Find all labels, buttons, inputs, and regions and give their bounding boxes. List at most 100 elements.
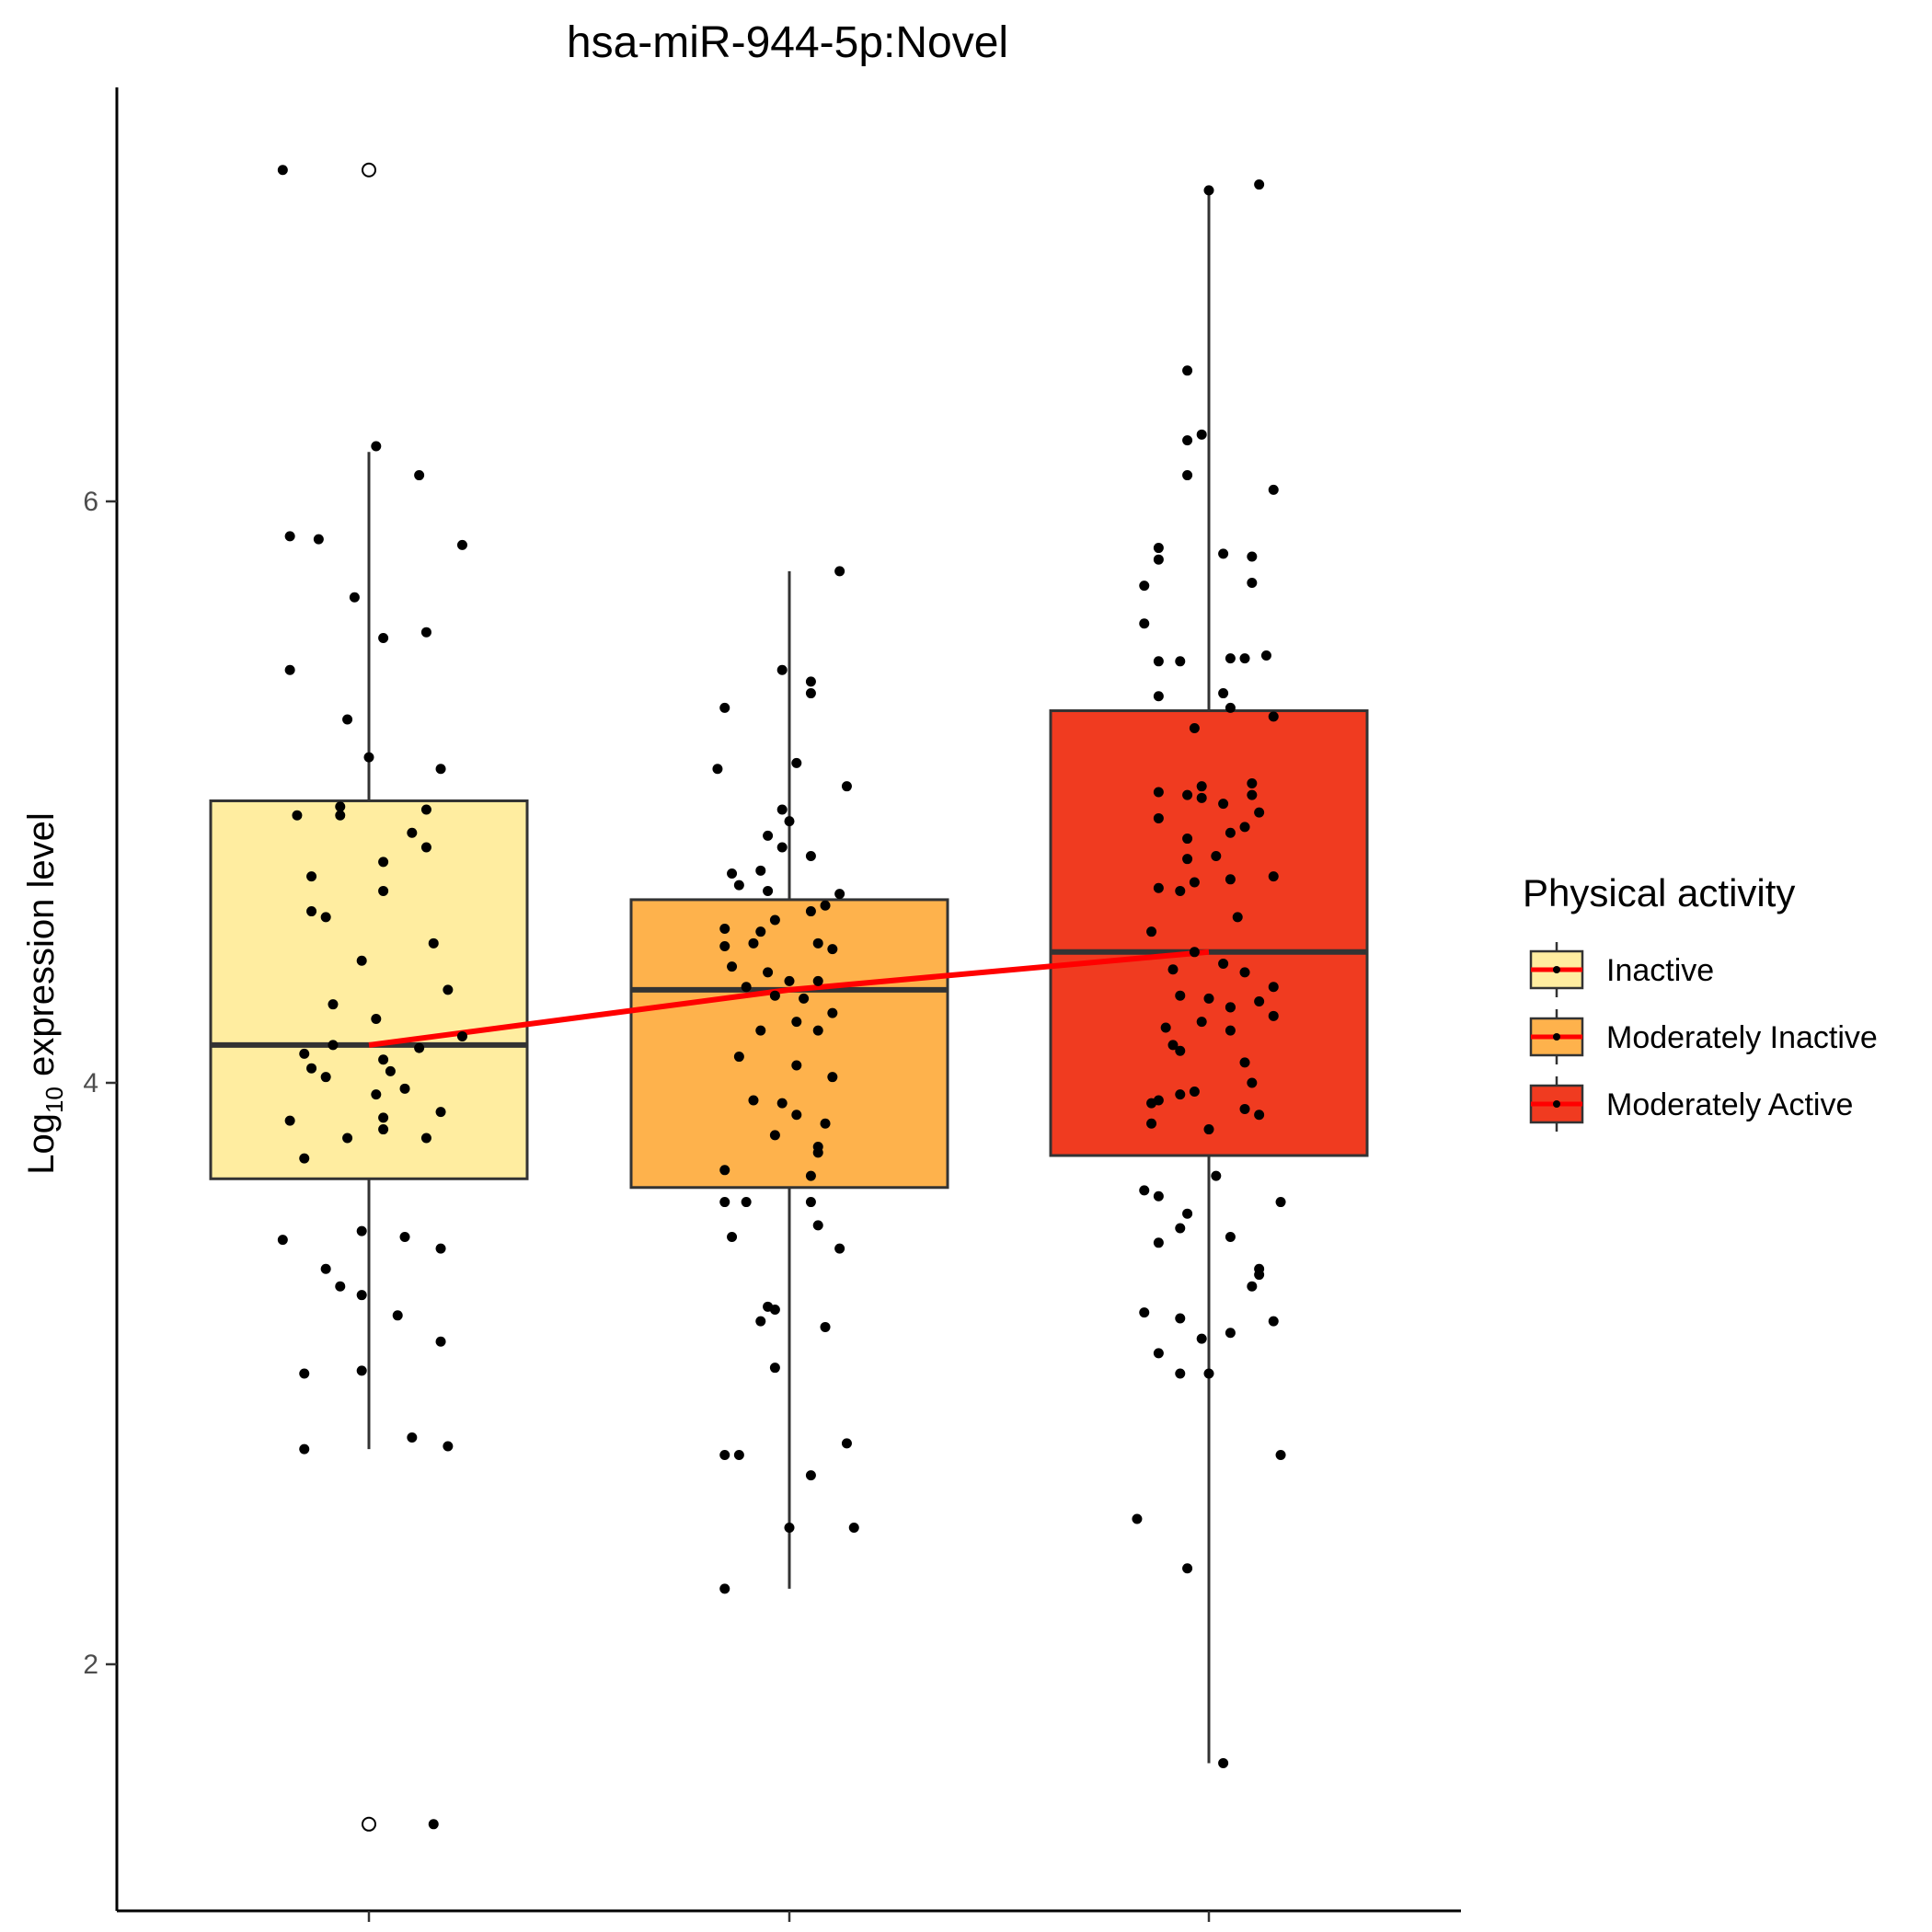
data-point (1196, 792, 1207, 803)
data-point (1146, 926, 1157, 937)
box (1049, 709, 1369, 1157)
legend-label: Moderately Inactive (1606, 1020, 1878, 1055)
data-point (1182, 1208, 1193, 1219)
data-point (1211, 851, 1222, 862)
data-point (1254, 179, 1265, 190)
data-point (306, 871, 317, 882)
data-point (755, 1025, 766, 1036)
data-point (791, 757, 802, 768)
data-point (1139, 1307, 1150, 1318)
data-point (306, 1063, 317, 1074)
x-axis (117, 1909, 1461, 1922)
y-tick-label: 4 (83, 1068, 98, 1098)
data-point (1211, 1170, 1222, 1181)
data-point (1139, 581, 1150, 592)
data-point (1175, 1089, 1186, 1100)
legend-entry: Moderately Inactive (1529, 1009, 1878, 1064)
data-point (769, 1363, 780, 1374)
data-point (1268, 711, 1279, 722)
data-point (443, 984, 454, 995)
data-point (1247, 778, 1258, 789)
data-point (776, 664, 788, 675)
y-axis-title-main: Log (21, 1113, 62, 1175)
data-point (420, 804, 431, 815)
data-point (1225, 1328, 1236, 1339)
data-point (1218, 548, 1229, 559)
data-point (791, 1060, 802, 1071)
data-point (1225, 874, 1236, 885)
data-point (385, 1065, 396, 1076)
data-point (435, 1107, 446, 1118)
data-point (776, 842, 788, 853)
legend-key (1529, 1076, 1584, 1132)
data-point (277, 1235, 288, 1246)
data-point (769, 1304, 780, 1315)
data-point (356, 1225, 367, 1236)
data-point (1153, 1237, 1164, 1248)
data-point (1132, 1513, 1143, 1524)
data-point (428, 1819, 439, 1830)
data-point (719, 924, 730, 935)
data-point (378, 1124, 389, 1135)
data-point (420, 627, 431, 638)
data-point (1153, 543, 1164, 554)
data-point (727, 868, 738, 879)
data-point (1239, 822, 1250, 833)
y-axis-title-subscript: 10 (40, 1087, 68, 1113)
y-tick-label: 2 (83, 1650, 98, 1680)
data-point (812, 975, 823, 986)
data-point (1203, 1368, 1214, 1379)
data-point (1225, 1025, 1236, 1036)
data-point (299, 1153, 310, 1164)
data-point (1153, 691, 1164, 702)
data-point (1247, 551, 1258, 562)
data-point (733, 880, 744, 891)
data-point (320, 1072, 331, 1083)
data-point (1182, 854, 1193, 865)
data-point (1247, 1077, 1258, 1088)
data-point (1268, 484, 1279, 495)
data-point (371, 1089, 382, 1100)
data-point (727, 961, 738, 972)
data-point (741, 982, 752, 993)
data-point (827, 1007, 838, 1018)
data-point (733, 1052, 744, 1063)
data-point (1254, 1270, 1265, 1281)
data-point (456, 539, 467, 550)
data-point (755, 865, 766, 876)
data-point (378, 857, 389, 868)
data-point (1153, 1190, 1164, 1202)
data-point (1175, 990, 1186, 1001)
box-group (209, 162, 529, 1832)
data-point (435, 1336, 446, 1347)
data-point (805, 1170, 816, 1181)
data-point (1153, 554, 1164, 565)
data-point (407, 827, 418, 838)
data-point (320, 1263, 331, 1274)
data-point (356, 1365, 367, 1376)
jitter-points (712, 566, 859, 1594)
data-point (292, 810, 303, 821)
data-point (1182, 834, 1193, 845)
data-point (420, 1133, 431, 1144)
data-point (1182, 365, 1193, 376)
data-point (769, 990, 780, 1001)
data-point (1153, 812, 1164, 823)
data-point (820, 900, 831, 911)
legend-title: Physical activity (1523, 871, 1795, 914)
legend-key-point (1553, 966, 1560, 973)
data-point (1225, 1002, 1236, 1013)
data-point (1225, 653, 1236, 664)
data-point (805, 676, 816, 687)
data-point (284, 1115, 295, 1126)
data-point (769, 1130, 780, 1141)
data-point (443, 1441, 454, 1452)
legend-label: Inactive (1606, 953, 1714, 988)
y-tick-label: 6 (83, 487, 98, 517)
data-point (719, 1449, 730, 1460)
data-point (1225, 827, 1236, 838)
data-point (805, 906, 816, 917)
data-point (763, 885, 774, 896)
data-point (1182, 470, 1193, 481)
legend-key (1529, 1009, 1584, 1064)
